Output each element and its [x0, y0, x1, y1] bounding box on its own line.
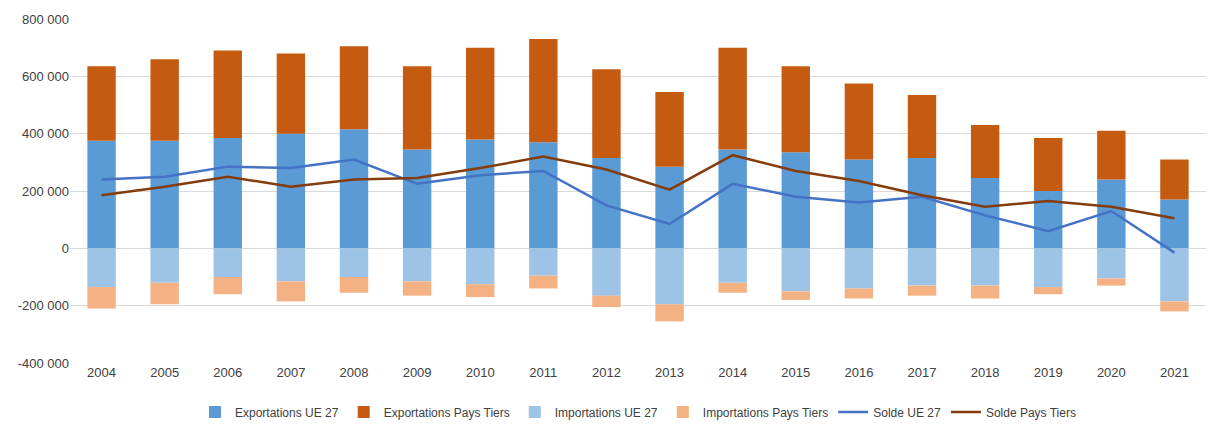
svg-text:2009: 2009 [403, 365, 432, 380]
svg-text:-200 000: -200 000 [18, 298, 69, 313]
svg-text:Exportations Pays Tiers: Exportations Pays Tiers [384, 406, 510, 420]
svg-text:400 000: 400 000 [22, 126, 69, 141]
svg-text:2018: 2018 [971, 365, 1000, 380]
svg-text:600 000: 600 000 [22, 69, 69, 84]
svg-text:2014: 2014 [718, 365, 747, 380]
svg-text:2010: 2010 [466, 365, 495, 380]
svg-text:800 000: 800 000 [22, 12, 69, 27]
svg-text:-400 000: -400 000 [18, 356, 69, 371]
svg-text:Solde UE 27: Solde UE 27 [873, 406, 941, 420]
svg-text:2006: 2006 [213, 365, 242, 380]
svg-text:2013: 2013 [655, 365, 684, 380]
svg-text:2007: 2007 [276, 365, 305, 380]
svg-text:2008: 2008 [340, 365, 369, 380]
svg-text:2011: 2011 [529, 365, 557, 380]
svg-text:Importations UE 27: Importations UE 27 [555, 406, 658, 420]
svg-text:2016: 2016 [844, 365, 873, 380]
svg-text:0: 0 [62, 241, 69, 256]
svg-text:2005: 2005 [150, 365, 179, 380]
svg-text:2015: 2015 [781, 365, 810, 380]
svg-text:Exportations UE 27: Exportations UE 27 [235, 406, 339, 420]
svg-text:2019: 2019 [1034, 365, 1063, 380]
svg-text:2021: 2021 [1160, 365, 1189, 380]
svg-text:2017: 2017 [908, 365, 937, 380]
svg-text:Importations Pays Tiers: Importations Pays Tiers [703, 406, 828, 420]
svg-text:2012: 2012 [592, 365, 621, 380]
svg-text:Solde Pays Tiers: Solde Pays Tiers [986, 406, 1076, 420]
svg-text:2004: 2004 [87, 365, 116, 380]
svg-text:200 000: 200 000 [22, 184, 69, 199]
svg-text:2020: 2020 [1097, 365, 1126, 380]
